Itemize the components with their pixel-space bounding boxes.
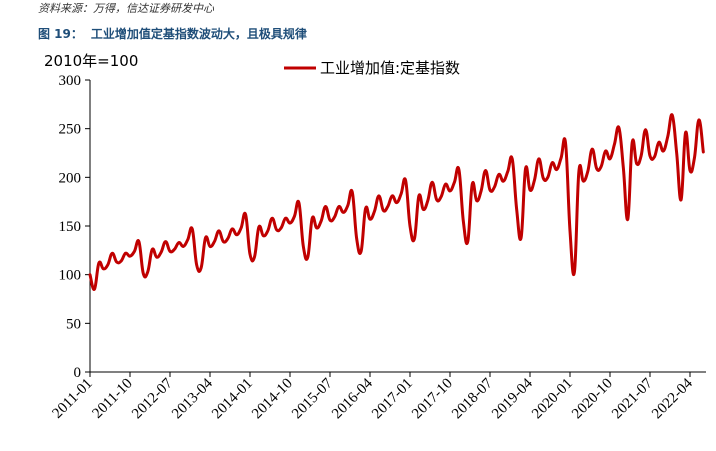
y-tick-label: 200 (59, 170, 82, 186)
source-note: 资料来源：万得，信达证券研发中心 (38, 2, 214, 15)
plot-area (88, 113, 705, 291)
figure-caption: 工业增加值定基指数波动大，且极具规律 (90, 27, 307, 41)
y-tick-label: 300 (59, 73, 82, 89)
legend-label: 工业增加值:定基指数 (320, 59, 460, 77)
x-tick-label: 2015-07 (289, 375, 336, 422)
x-tick-label: 2018-07 (449, 375, 496, 422)
x-tick-label: 2012-07 (129, 375, 176, 422)
y-axis: 0 50 100 150 200 250 300 (59, 73, 91, 381)
x-tick-label: 2021-07 (609, 375, 656, 422)
x-tick-label: 2011-10 (90, 376, 136, 422)
y-tick-label: 250 (59, 122, 82, 138)
y-tick-label: 0 (74, 365, 82, 381)
x-tick-label: 2017-01 (369, 376, 416, 423)
x-tick-label: 2020-10 (569, 376, 616, 423)
x-tick-label: 2013-04 (169, 375, 216, 422)
y-tick-label: 100 (59, 268, 82, 284)
series-line (88, 113, 705, 291)
y-tick-label: 150 (59, 219, 82, 235)
x-tick-label: 2020-01 (529, 376, 576, 423)
legend: 工业增加值:定基指数 (284, 59, 460, 77)
x-axis: 2011-012011-102012-072013-042014-012014-… (50, 371, 706, 423)
x-tick-label: 2016-04 (329, 375, 376, 422)
x-tick-label: 2022-04 (649, 375, 696, 422)
figure-number: 图 19： (38, 27, 83, 41)
x-tick-label: 2019-04 (489, 375, 536, 422)
unit-label: 2010年=100 (44, 52, 138, 70)
x-tick-label: 2017-10 (409, 376, 456, 423)
y-tick-label: 50 (66, 316, 81, 332)
x-tick-label: 2014-10 (249, 376, 296, 423)
x-tick-label: 2014-01 (209, 376, 256, 423)
figure-title: 图 19： 工业增加值定基指数波动大，且极具规律 (38, 25, 315, 42)
x-tick-label: 2011-01 (50, 376, 96, 422)
